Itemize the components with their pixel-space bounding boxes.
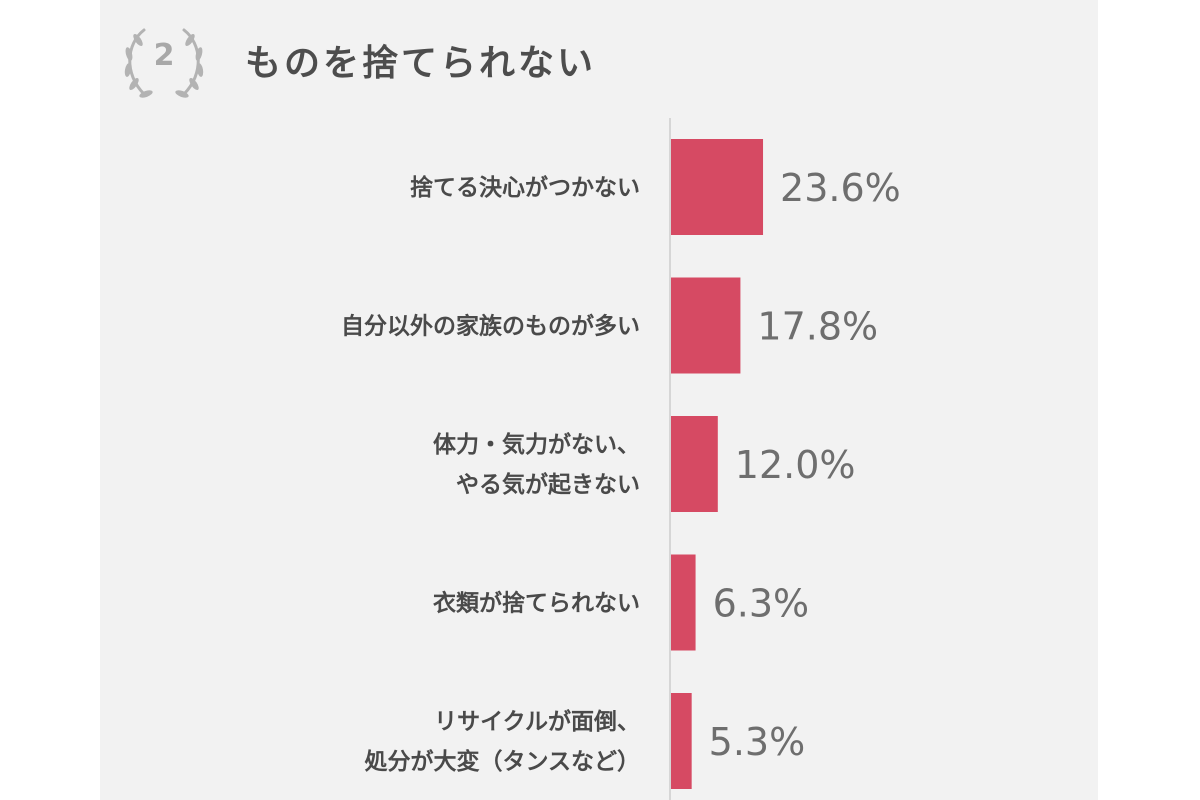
- rank-number: 2: [153, 38, 175, 73]
- category-label-5-line-1: リサイクルが面倒、: [434, 708, 640, 735]
- laurel-wreath-icon: [124, 28, 204, 98]
- value-label-1: 23.6%: [780, 166, 901, 210]
- category-label-5-line-2: 処分が大変（タンスなど）: [364, 748, 640, 775]
- category-label-3-line-1: 体力・気力がない、: [433, 431, 640, 458]
- category-label-4-line-1: 衣類が捨てられない: [433, 590, 640, 617]
- bar-3: [671, 416, 718, 512]
- category-label-1-line-1: 捨てる決心がつかない: [410, 174, 640, 201]
- bar-4: [671, 554, 696, 651]
- chart-title: ものを捨てられない: [245, 43, 597, 84]
- bar-1: [671, 139, 764, 235]
- value-label-5: 5.3%: [709, 720, 806, 764]
- value-label-3: 12.0%: [735, 443, 856, 487]
- bar-2: [671, 277, 741, 374]
- bar-chart: 23.6% 捨てる決心がつかない 17.8% 自分以外の家族のものが多い 12.0% 体力…: [341, 118, 901, 800]
- value-label-4: 6.3%: [713, 582, 810, 626]
- category-label-2-line-1: 自分以外の家族のものが多い: [341, 313, 640, 340]
- category-label-3-line-2: やる気が起きない: [456, 471, 640, 498]
- bar-5: [671, 693, 692, 789]
- rank-badge: 2: [114, 18, 214, 102]
- chart-panel: 2 ものを捨てられない 23.6% 捨てる決心がつかない 17.8% 自分以外の家族の…: [100, 0, 1098, 800]
- value-label-2: 17.8%: [757, 305, 878, 349]
